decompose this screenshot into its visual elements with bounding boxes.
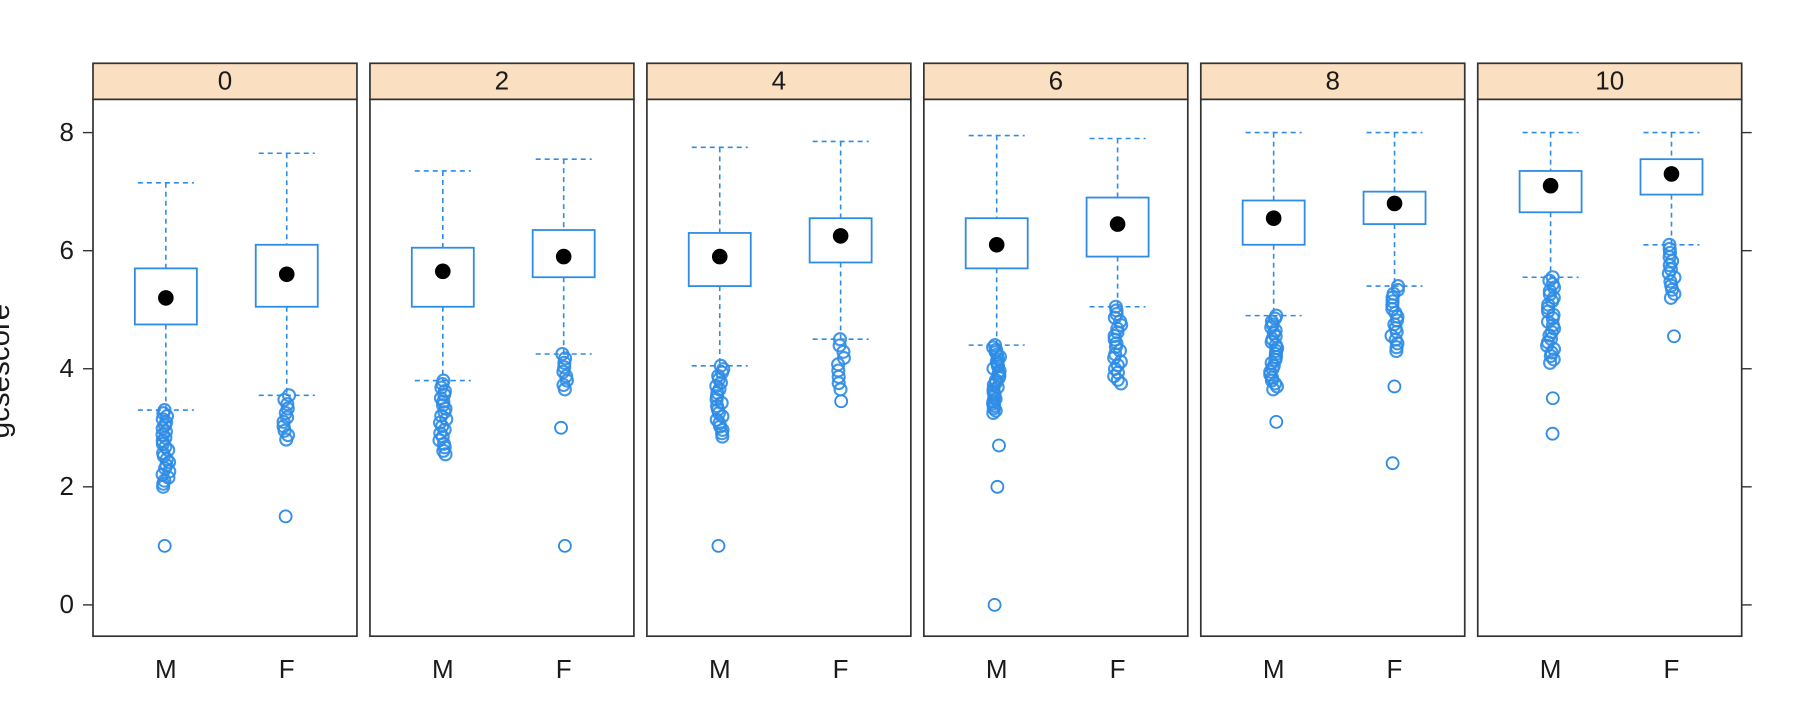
svg-text:6: 6 — [1049, 65, 1063, 95]
svg-text:0: 0 — [218, 65, 232, 95]
svg-text:4: 4 — [772, 65, 786, 95]
svg-text:8: 8 — [1326, 65, 1340, 95]
svg-text:2: 2 — [495, 65, 509, 95]
svg-text:10: 10 — [1595, 65, 1624, 95]
